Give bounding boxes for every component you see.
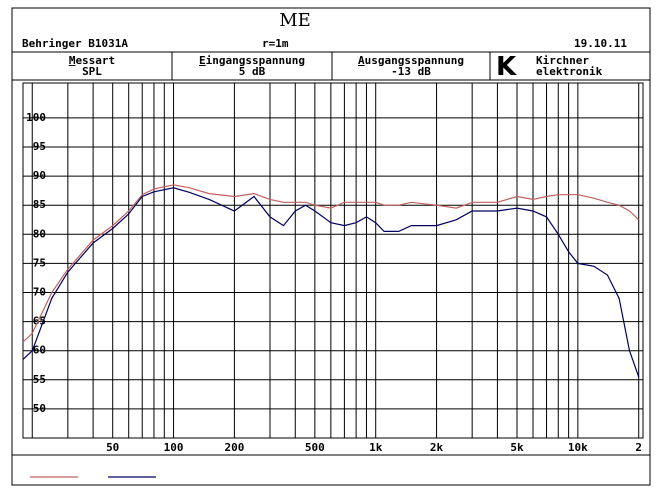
plot-frame [11,79,651,456]
y-tick-label: 90 [33,169,46,182]
company: elektronik [536,65,603,78]
x-tick-label: 50 [106,441,119,454]
x-tick-label: 500 [305,441,325,454]
company: Kirchner [536,54,589,67]
plot-area [22,82,644,439]
x-tick-label: 2 [635,441,642,454]
x-tick-label: 5k [510,441,524,454]
field-value: 5 dB [238,65,266,78]
field-value: SPL [82,65,102,78]
x-tick-label: 10k [568,441,588,454]
date: 19.10.11 [574,37,627,50]
field-label: Messart [68,54,116,67]
x-tick-label: 1k [369,441,383,454]
distance: r=1m [262,37,289,50]
device: Behringer B1031A [22,37,128,50]
field-label: Ausgangsspannung [358,54,464,67]
y-tick-label: 65 [33,315,46,328]
y-tick-label: 85 [33,198,46,211]
y-tick-label: 70 [33,286,46,299]
y-tick-label: 60 [33,344,46,357]
field-label: Eingangsspannung [199,54,305,67]
logo: K [496,52,517,82]
title: ME [279,10,311,31]
y-tick-label: 80 [33,227,46,240]
y-tick-label: 55 [33,373,46,386]
y-tick-label: 50 [33,402,46,415]
series-line [22,184,640,343]
x-tick-label: 200 [224,441,244,454]
y-tick-label: 100 [26,111,46,124]
field-value: -13 dB [391,65,431,78]
y-tick-label: 95 [33,140,46,153]
series-line [22,187,640,378]
x-tick-label: 100 [164,441,184,454]
x-tick-label: 2k [430,441,444,454]
y-tick-label: 75 [33,256,46,269]
